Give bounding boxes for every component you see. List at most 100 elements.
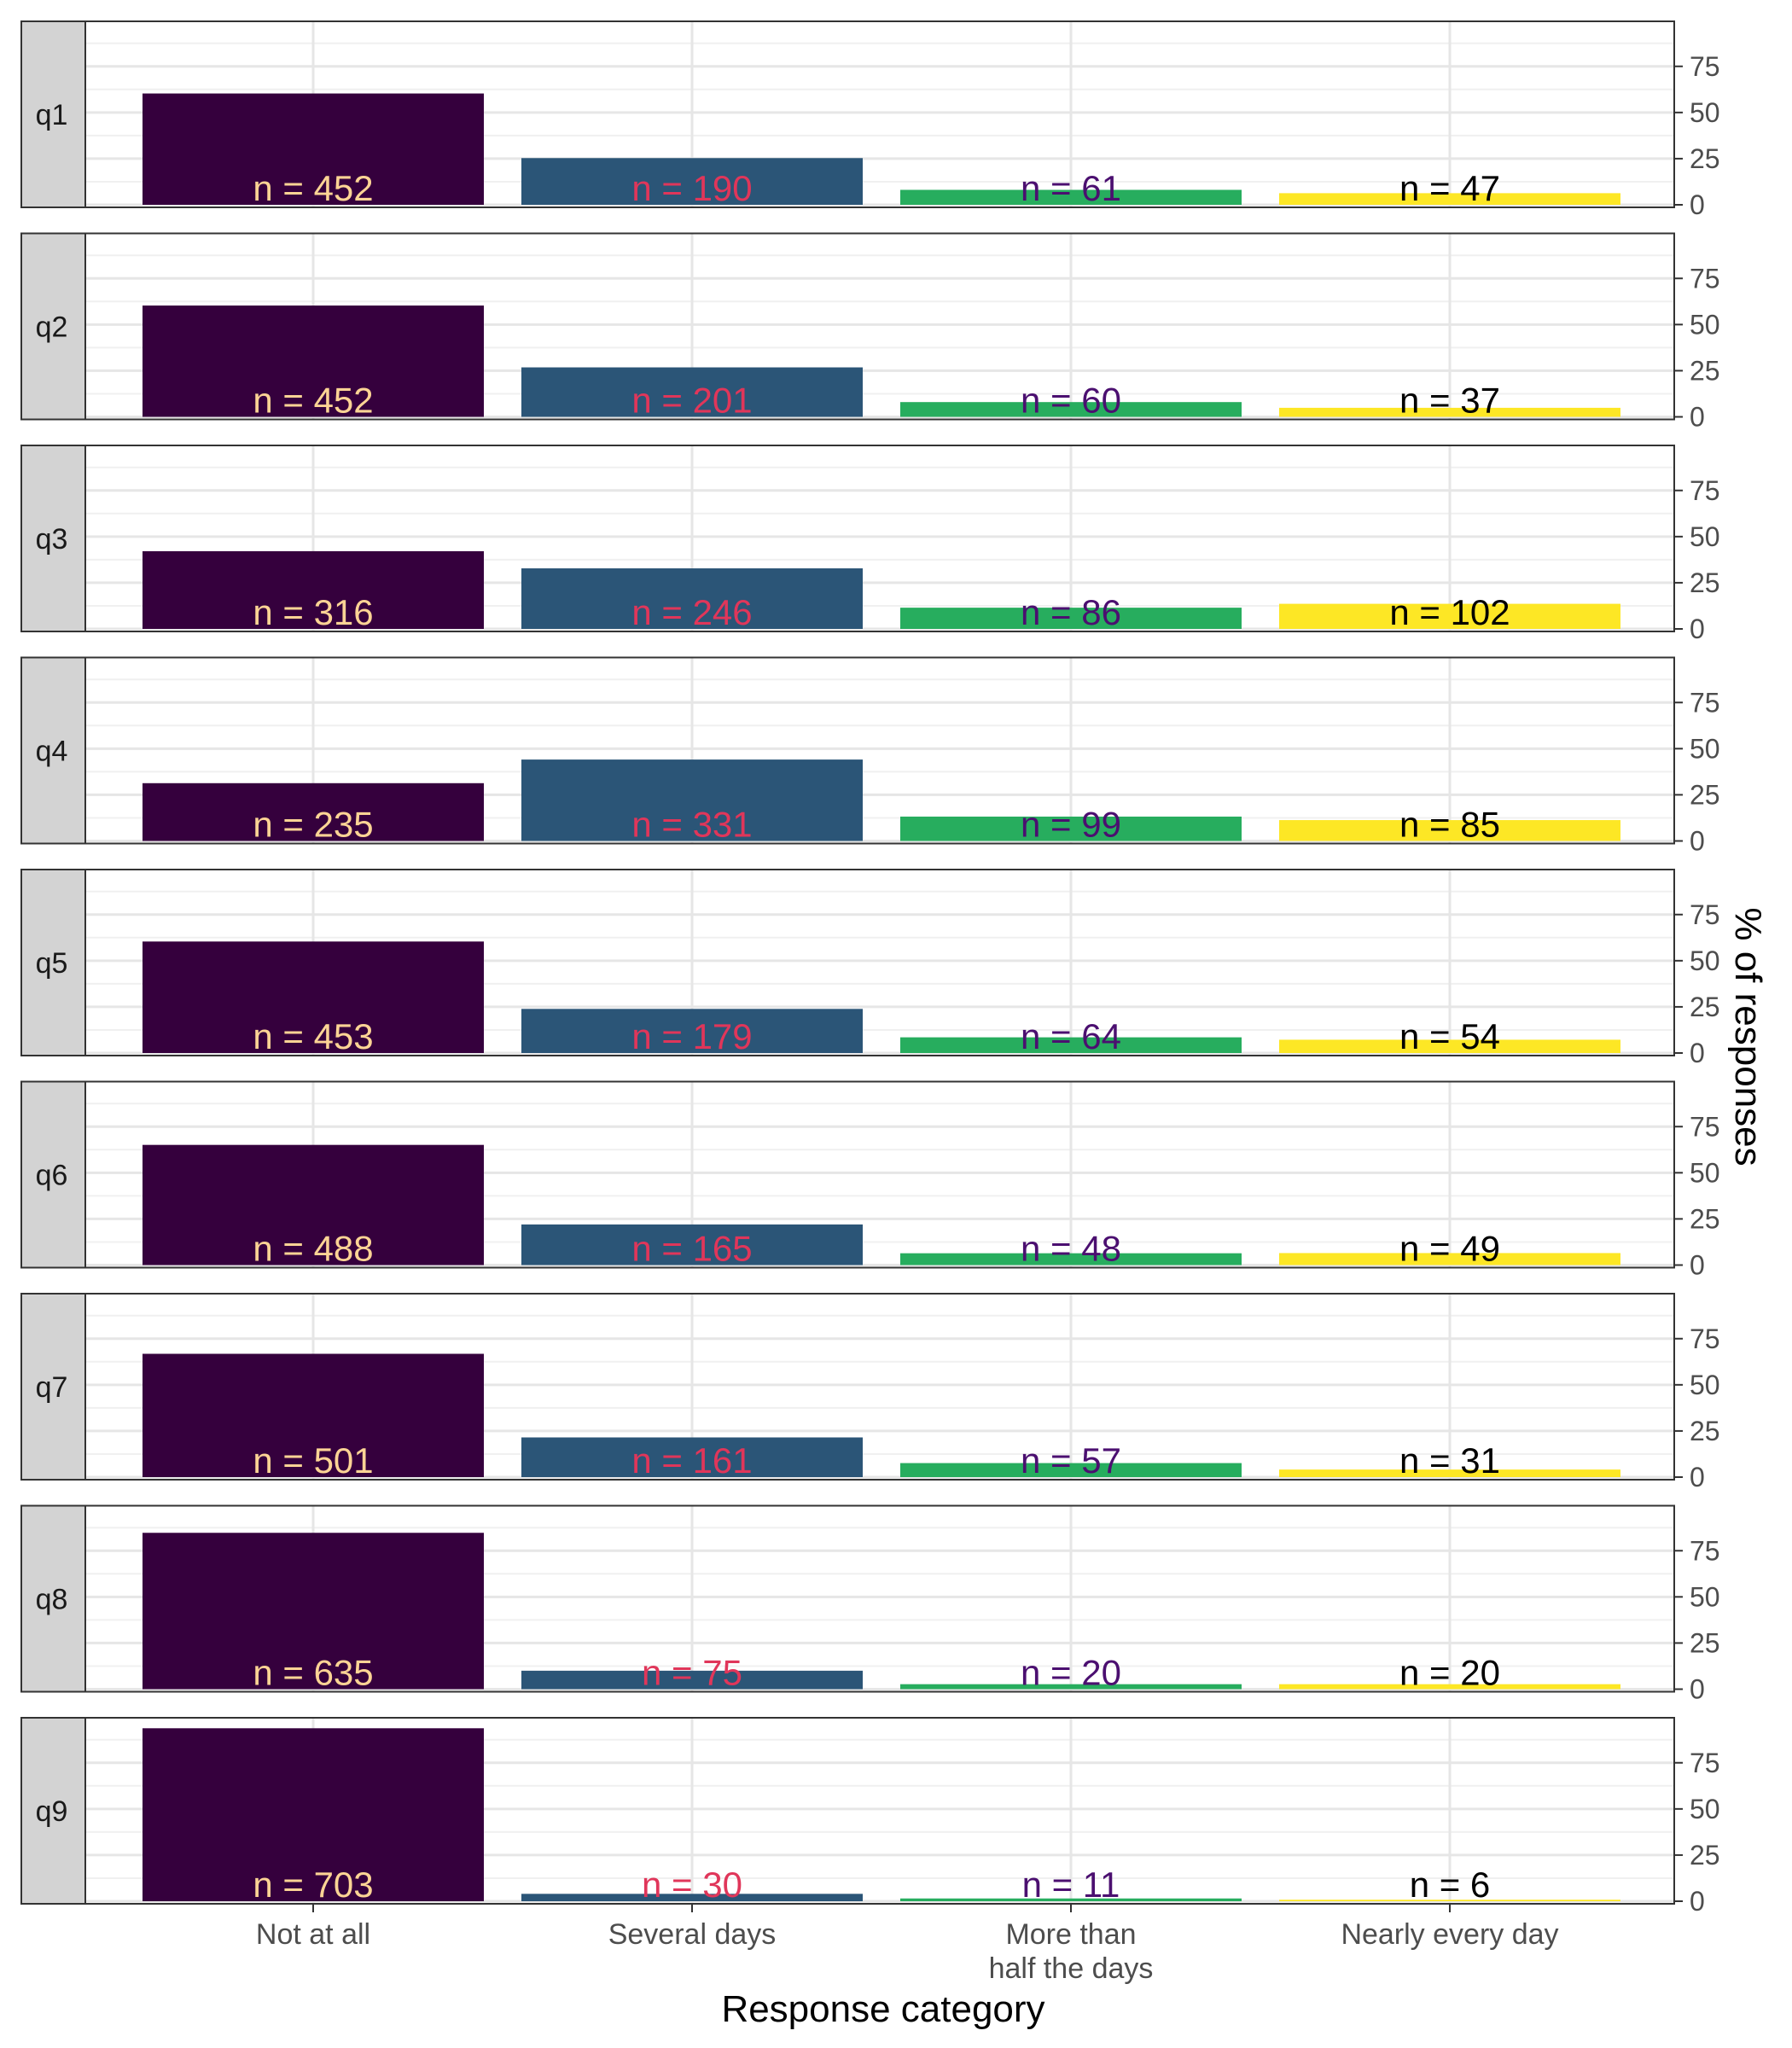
y-tick-label: 0 [1690,1674,1705,1705]
bar-label: n = 31 [1399,1440,1500,1481]
y-tick-label: 50 [1690,733,1720,764]
y-tick-label: 0 [1690,614,1705,644]
facet-strip-label: q1 [36,99,68,131]
facet-strip [20,20,86,208]
bar-q7-3 [900,1463,1242,1477]
x-tick-label: Nearly every day [1341,1918,1558,1951]
facet-strip [20,1293,86,1481]
y-tick-label: 0 [1690,1038,1705,1068]
bar-q5-3 [900,1037,1242,1053]
bar-label: n = 85 [1399,805,1500,845]
panel-border [84,232,1675,421]
bar-q1-4 [1279,193,1620,205]
bar-label: n = 61 [1021,168,1121,208]
y-tick-label: 50 [1690,1581,1720,1612]
y-tick-label: 25 [1690,779,1720,810]
bar-label: n = 201 [631,381,752,421]
x-tick-label: Not at all [256,1918,370,1951]
y-tick-label: 50 [1690,97,1720,128]
bar-label: n = 57 [1021,1440,1121,1481]
bar-label: n = 86 [1021,592,1121,632]
y-tick-label: 75 [1690,1111,1720,1142]
y-tick-label: 50 [1690,1794,1720,1824]
x-tick-label: Several days [608,1918,777,1951]
y-tick-label: 0 [1690,1462,1705,1492]
y-tick-label: 25 [1690,1203,1720,1234]
facet-panel-q9: q9 n = 703 n = 30 n = 11 n = 6 0 25 50 75 [20,1717,1720,1917]
bar-q8-4 [1279,1684,1620,1690]
bar-label: n = 246 [631,592,752,632]
x-tick-label-line: Nearly every day [1341,1918,1558,1951]
bar-label: n = 179 [631,1016,752,1056]
bar-q4-1 [143,783,484,841]
y-tick-label: 25 [1690,992,1720,1022]
panel-border [84,1293,1675,1481]
y-tick-label: 75 [1690,263,1720,294]
x-tick-label-line: Several days [608,1918,777,1951]
bar-label: n = 54 [1399,1016,1500,1056]
x-axis-title: Response category [721,1988,1044,2030]
y-tick-label: 75 [1690,899,1720,930]
bar-q5-1 [143,941,484,1053]
bar-q3-3 [900,608,1242,629]
bar-label: n = 161 [631,1440,752,1481]
bar-label: n = 49 [1399,1229,1500,1269]
bar-q4-3 [900,816,1242,841]
facet-strip-label: q3 [36,523,68,556]
panel-border [84,1717,1675,1905]
bar-q1-2 [521,158,863,205]
y-tick-label: 25 [1690,1416,1720,1446]
y-tick-label: 75 [1690,475,1720,506]
y-tick-label: 75 [1690,1324,1720,1354]
panel-border [84,1504,1675,1693]
bar-label: n = 501 [253,1440,373,1481]
bar-q1-1 [143,93,484,205]
bar-label: n = 48 [1021,1229,1121,1269]
facet-strip-label: q5 [36,947,68,980]
facet-panel-q1: q1 n = 452 n = 190 n = 61 n = 47 0 25 50 75 [20,20,1720,220]
bar-q3-2 [521,568,863,629]
panel-border [84,20,1675,208]
facet-panel-q8: q8 n = 635 n = 75 n = 20 n = 20 0 25 50 75 [20,1504,1720,1705]
bar-q3-1 [143,550,484,629]
x-tick-label-line: More than [1005,1918,1136,1951]
panel-border [84,445,1675,632]
bar-label: n = 20 [1399,1653,1500,1693]
bar-label: n = 60 [1021,381,1121,421]
bar-label: n = 11 [1022,1865,1120,1905]
y-tick-label: 0 [1690,1250,1705,1281]
y-tick-label: 75 [1690,1748,1720,1778]
bar-label: n = 102 [1389,592,1510,632]
bar-q4-2 [521,759,863,841]
bar-q2-2 [521,367,863,417]
bar-q3-4 [1279,603,1620,629]
bar-label: n = 47 [1399,168,1500,208]
facet-strip [20,232,86,421]
y-tick-label: 25 [1690,1627,1720,1658]
bar-label: n = 703 [253,1865,373,1905]
bar-q6-4 [1279,1253,1620,1265]
facet-panel-q5: q5 n = 453 n = 179 n = 64 n = 54 0 25 50 75 [20,869,1720,1068]
y-tick-label: 75 [1690,51,1720,82]
bar-q9-1 [143,1728,484,1901]
bar-label: n = 452 [253,381,373,421]
x-tick-label: More than half the days [989,1918,1154,1985]
facet-strip [20,1504,86,1693]
y-tick-label: 50 [1690,945,1720,976]
y-tick-label: 50 [1690,1370,1720,1400]
bar-q4-4 [1279,820,1620,841]
y-tick-label: 25 [1690,143,1720,174]
bar-label: n = 20 [1021,1653,1121,1693]
bar-label: n = 190 [631,168,752,208]
facet-panel-q4: q4 n = 235 n = 331 n = 99 n = 85 0 25 50 75 [20,656,1720,857]
bar-q8-3 [900,1684,1242,1690]
bar-q1-3 [900,189,1242,205]
x-axis: Not at all Several days More than half the … [256,1904,1559,1985]
facet-panel-q7: q7 n = 501 n = 161 n = 57 n = 31 0 25 50 75 [20,1293,1720,1492]
bar-label: n = 99 [1021,805,1121,845]
bar-label: n = 37 [1399,381,1500,421]
y-axis-title: % of responses [1727,907,1769,1166]
bar-q7-4 [1279,1469,1620,1477]
bar-q9-2 [521,1894,863,1901]
facet-strip-label: q9 [36,1795,68,1828]
